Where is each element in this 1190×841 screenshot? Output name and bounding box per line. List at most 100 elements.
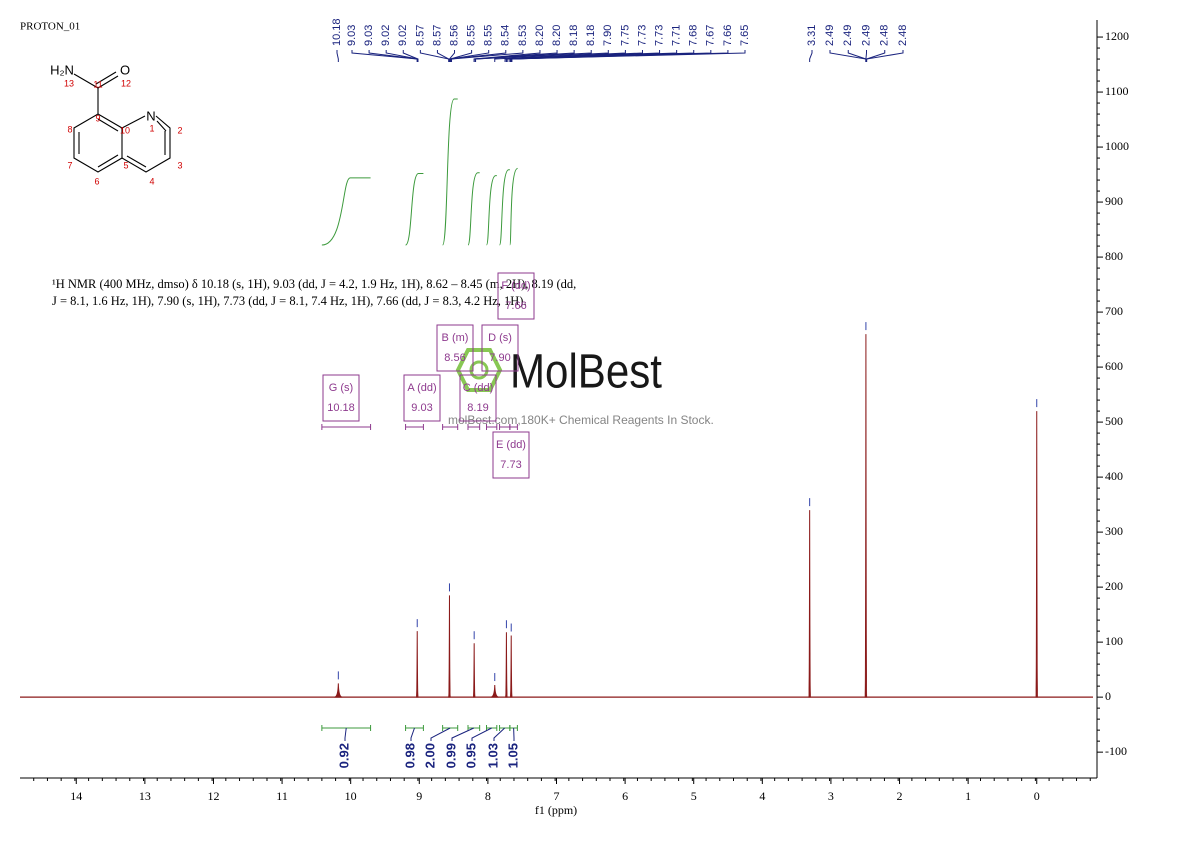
peak	[807, 510, 812, 698]
peak-shift-label: 8.20	[534, 25, 546, 46]
integral-leader	[344, 727, 347, 741]
peak	[1035, 411, 1039, 698]
peak-leader	[809, 50, 813, 62]
bond	[121, 115, 146, 129]
integral-label: 2.00	[422, 743, 437, 768]
peak-leader	[449, 50, 490, 62]
x-tick-label: 4	[759, 789, 765, 803]
atom-number: 12	[121, 78, 131, 88]
multiplet-shift: 8.56	[444, 352, 465, 364]
atom-number: 7	[67, 160, 72, 170]
peak-shift-label: 7.73	[653, 25, 665, 46]
x-tick-label: 12	[207, 789, 219, 803]
peak-shift-label: 3.31	[806, 25, 818, 46]
peak-leader	[448, 50, 456, 62]
atom-number: 8	[67, 124, 72, 134]
annotation: ¹H NMR (400 MHz, dmso) δ 10.18 (s, 1H), …	[52, 277, 576, 291]
peak-shift-label: 7.68	[688, 25, 700, 46]
y-tick-label: 100	[1105, 634, 1123, 648]
watermark: MolBest molBest.com,180K+ Chemical Reage…	[448, 346, 714, 428]
multiplet-shift: 8.19	[467, 402, 488, 414]
x-tick-label: 5	[691, 789, 697, 803]
peak-shift-label: 7.75	[619, 25, 631, 46]
y-tick-label: 900	[1105, 194, 1123, 208]
peak-shift-label: 8.54	[500, 25, 512, 46]
y-tick-label: 0	[1105, 689, 1111, 703]
peak-leader	[402, 50, 419, 62]
integral-curve	[499, 169, 510, 246]
integral-label: 1.03	[485, 743, 500, 768]
watermark-brand: MolBest	[510, 346, 662, 399]
peak	[864, 334, 868, 698]
peak-shift-label: 7.66	[722, 25, 734, 46]
multiplet-shift: 9.03	[411, 402, 432, 414]
peak-leader	[511, 50, 746, 62]
atom-number: 13	[64, 78, 74, 88]
peak-shift-label: 9.03	[346, 25, 358, 46]
peak-shift-label: 9.02	[380, 25, 392, 46]
integral-curve	[321, 177, 371, 246]
multiplet-shift: 7.73	[500, 459, 521, 471]
bond	[73, 73, 99, 89]
integral-curve	[509, 167, 519, 246]
integral-curve	[405, 172, 424, 246]
peak-leader	[336, 50, 339, 62]
peak-leader	[866, 50, 904, 62]
multiplet-shift: 7.66	[505, 300, 526, 312]
atom-number: 9	[95, 113, 100, 123]
multiplet-label: F (dd)	[501, 280, 530, 292]
integral-label: 0.95	[463, 743, 478, 768]
x-tick-label: 8	[485, 789, 491, 803]
atom-numbers: 13 11 12 9 8 10 1 2 7 5 3 6 4	[64, 78, 183, 186]
atom: O	[120, 62, 130, 77]
integral-leader	[430, 727, 451, 741]
peak-shift-label: 8.57	[431, 25, 443, 46]
watermark-tagline: molBest.com,180K+ Chemical Reagents In S…	[448, 413, 714, 427]
y-tick-label: 500	[1105, 414, 1123, 428]
peak-shift-label: 7.67	[705, 25, 717, 46]
x-axis-label: f1 (ppm)	[535, 803, 577, 817]
y-tick-label: 700	[1105, 304, 1123, 318]
peak-leader	[351, 50, 418, 62]
peak-shift-label: 8.55	[466, 25, 478, 46]
peak-shift-label: 2.49	[842, 25, 854, 46]
peak-shift-label: 7.90	[602, 25, 614, 46]
multiplet-label: B (m)	[442, 332, 469, 344]
peak-shift-label: 9.03	[363, 25, 375, 46]
y-tick-label: 300	[1105, 524, 1123, 538]
atom-number: 5	[123, 160, 128, 170]
bond	[121, 115, 171, 173]
y-tick-label: 1000	[1105, 139, 1129, 153]
atom-number: 3	[177, 160, 182, 170]
integral-leader	[471, 727, 492, 741]
peak-shift-label: 8.55	[483, 25, 495, 46]
peak-shift-label: 2.49	[824, 25, 836, 46]
x-tick-label: 11	[276, 789, 288, 803]
peak-leader	[494, 50, 609, 62]
integral-leader	[451, 727, 475, 741]
peak	[447, 595, 452, 698]
peak-leader	[368, 50, 418, 62]
x-tick-label: 13	[139, 789, 151, 803]
multiplet-box	[322, 374, 360, 422]
y-tick-label: 200	[1105, 579, 1123, 593]
peak-leader	[436, 50, 450, 62]
x-tick-label: 7	[554, 789, 560, 803]
peak	[334, 683, 343, 698]
peak-leader	[475, 50, 592, 62]
integral-curve	[467, 172, 480, 246]
atoms: H₂N O N	[50, 62, 156, 123]
x-tick-label: 2	[897, 789, 903, 803]
bond	[97, 75, 119, 89]
atom: H₂N	[50, 62, 74, 77]
multiplet-shift: 10.18	[327, 402, 355, 414]
multiplet-box	[459, 374, 497, 422]
peak-leader	[450, 50, 507, 62]
x-tick-label: 0	[1034, 789, 1040, 803]
peak-shift-label: 7.65	[739, 25, 751, 46]
x-tick-label: 6	[622, 789, 628, 803]
multiplet-label: A (dd)	[407, 382, 436, 394]
multiplet-shift: 7.90	[489, 352, 510, 364]
peak-shift-label: 7.73	[636, 25, 648, 46]
peak-shift-label: 8.18	[585, 25, 597, 46]
